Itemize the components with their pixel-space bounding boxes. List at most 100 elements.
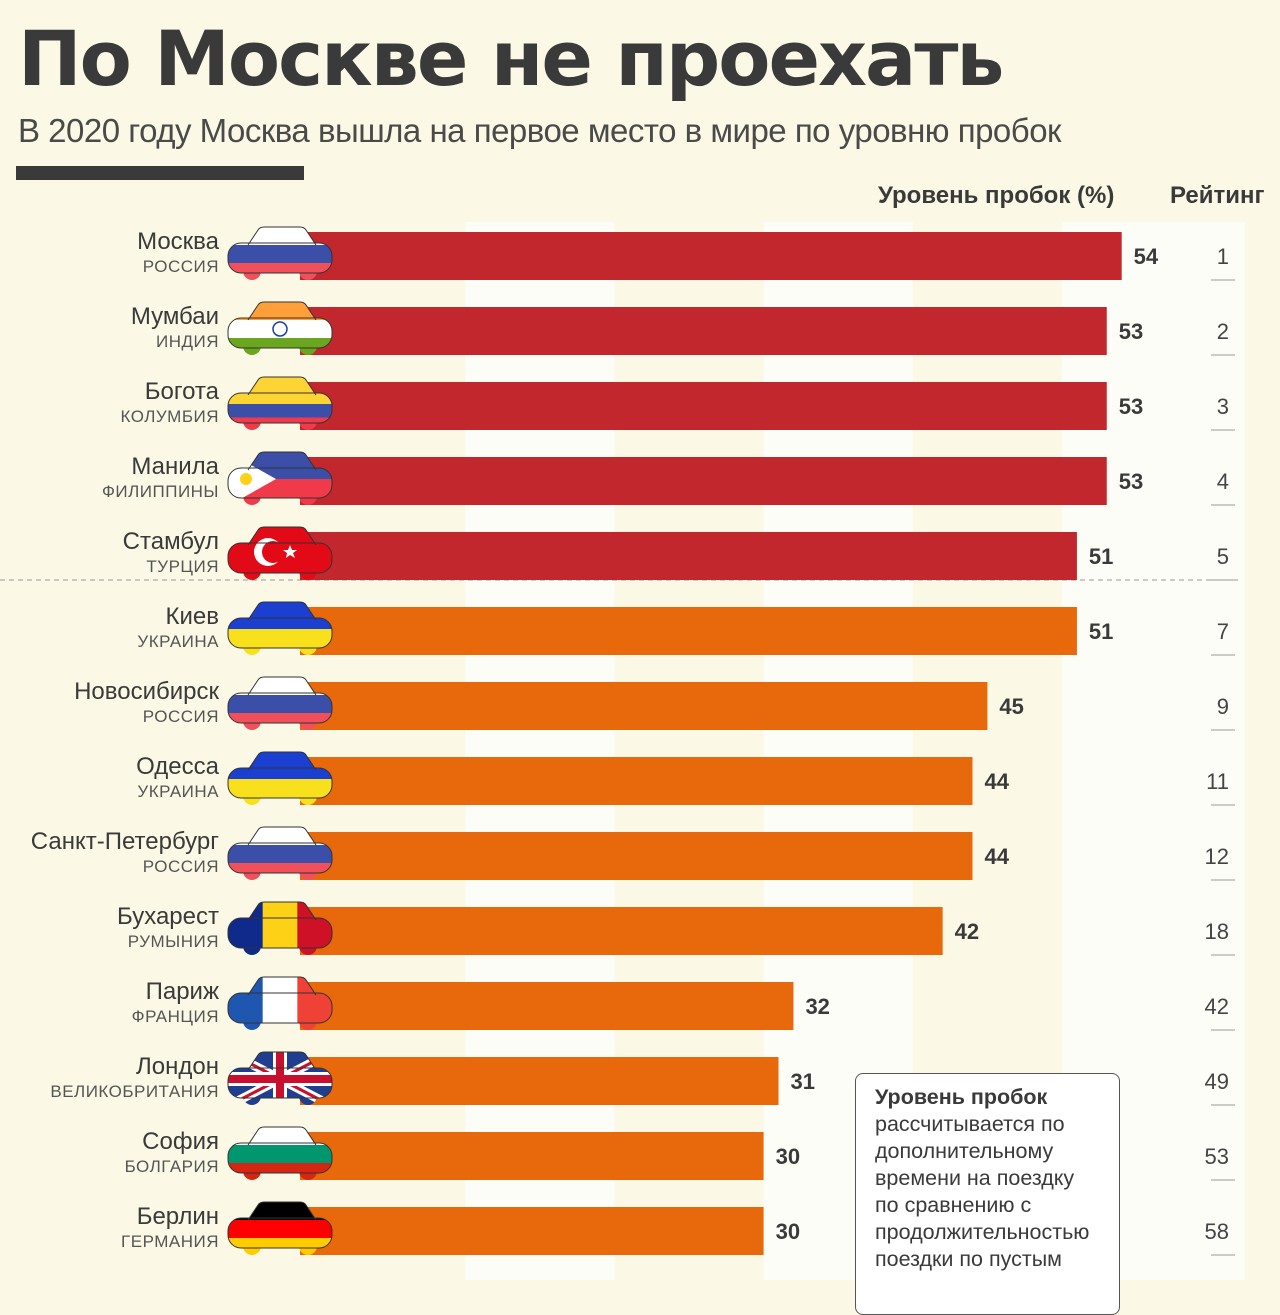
value-label: 53 bbox=[1119, 394, 1143, 419]
note-line: рассчитывается по bbox=[875, 1112, 1065, 1136]
car-outline bbox=[247, 451, 317, 471]
city-label: Париж bbox=[146, 978, 219, 1005]
city-label: София bbox=[142, 1128, 219, 1155]
city-label: Новосибирск bbox=[74, 678, 219, 705]
country-label: РОССИЯ bbox=[143, 257, 219, 276]
car-outline bbox=[227, 317, 333, 349]
country-label: ФИЛИППИНЫ bbox=[102, 482, 219, 501]
rank-label: 49 bbox=[1205, 1069, 1229, 1094]
country-label: КОЛУМБИЯ bbox=[120, 407, 219, 426]
value-label: 53 bbox=[1119, 469, 1143, 494]
title-underline bbox=[16, 166, 304, 180]
rank-label: 11 bbox=[1206, 769, 1229, 794]
rank-label: 42 bbox=[1205, 994, 1229, 1019]
car-outline bbox=[227, 542, 333, 574]
flag-stripe bbox=[262, 977, 298, 1030]
value-label: 53 bbox=[1119, 319, 1143, 344]
flag-stripe bbox=[262, 902, 298, 955]
rank-label: 58 bbox=[1205, 1219, 1229, 1244]
union-cross-red bbox=[228, 1052, 332, 1105]
bar bbox=[300, 682, 988, 730]
flag-stripe bbox=[228, 1163, 332, 1180]
car-outline bbox=[227, 1067, 333, 1099]
bar bbox=[300, 907, 943, 955]
car-outline bbox=[227, 917, 333, 949]
car-outline bbox=[247, 376, 317, 396]
flag-stripe bbox=[228, 404, 332, 418]
value-label: 54 bbox=[1134, 244, 1159, 269]
city-label: Манила bbox=[131, 453, 219, 480]
country-label: ВЕЛИКОБРИТАНИЯ bbox=[50, 1082, 219, 1101]
bar bbox=[300, 607, 1077, 655]
value-label: 42 bbox=[955, 919, 979, 944]
bar-row: 53 Мумбаи ИНДИЯ 2 bbox=[131, 301, 1235, 356]
city-label: Мумбаи bbox=[131, 303, 219, 330]
car-flag-icon bbox=[227, 901, 333, 955]
chakra-emblem bbox=[272, 321, 288, 337]
rating-band bbox=[1195, 222, 1245, 1280]
bar bbox=[300, 1057, 779, 1105]
flag-stripe bbox=[228, 245, 332, 264]
city-label: Богота bbox=[145, 378, 220, 405]
country-label: ТУРЦИЯ bbox=[146, 557, 219, 576]
rank-label: 3 bbox=[1217, 394, 1229, 419]
value-label: 44 bbox=[984, 844, 1009, 869]
country-label: УКРАИНА bbox=[137, 632, 219, 651]
car-outline bbox=[227, 692, 333, 724]
flag-stripe bbox=[228, 863, 332, 880]
city-label: Стамбул bbox=[123, 528, 219, 555]
bar-row: 44 Одесса УКРАИНА 11 bbox=[136, 751, 1235, 806]
value-label: 51 bbox=[1089, 619, 1113, 644]
rank-label: 12 bbox=[1205, 844, 1229, 869]
page-title: По Москве не проехать bbox=[18, 14, 1004, 103]
bar bbox=[300, 232, 1122, 280]
note-box: Уровень пробок рассчитывается по дополни… bbox=[855, 1073, 1120, 1315]
star-emblem bbox=[283, 545, 297, 558]
country-label: ГЕРМАНИЯ bbox=[121, 1232, 219, 1251]
country-label: РУМЫНИЯ bbox=[128, 932, 219, 951]
car-outline bbox=[227, 992, 333, 1024]
value-label: 44 bbox=[984, 769, 1009, 794]
bar-row: 30 Берлин ГЕРМАНИЯ 58 bbox=[121, 1201, 1235, 1256]
note-line: продолжительностью bbox=[875, 1220, 1090, 1244]
bar-row: 54 Москва РОССИЯ 1 bbox=[137, 226, 1235, 281]
rank-label: 18 bbox=[1205, 919, 1229, 944]
rank-label: 2 bbox=[1217, 319, 1229, 344]
car-outline bbox=[247, 976, 317, 996]
rank-label: 1 bbox=[1217, 244, 1229, 269]
bar bbox=[300, 832, 973, 880]
bar bbox=[300, 1132, 764, 1180]
car-outline bbox=[227, 842, 333, 874]
bar-row: 51 Стамбул ТУРЦИЯ 5 bbox=[123, 526, 1235, 581]
country-label: ФРАНЦИЯ bbox=[132, 1007, 219, 1026]
bar bbox=[300, 307, 1107, 355]
car-outline bbox=[227, 242, 333, 274]
country-label: БОЛГАРИЯ bbox=[125, 1157, 219, 1176]
rank-label: 7 bbox=[1217, 619, 1229, 644]
bar bbox=[300, 532, 1077, 580]
flag-stripe bbox=[228, 263, 332, 280]
car-outline bbox=[247, 1051, 317, 1071]
rank-label: 53 bbox=[1205, 1144, 1229, 1169]
country-label: УКРАИНА bbox=[137, 782, 219, 801]
rank-label: 5 bbox=[1217, 544, 1229, 569]
value-label: 30 bbox=[776, 1219, 800, 1244]
value-label: 31 bbox=[791, 1069, 815, 1094]
car-outline bbox=[247, 826, 317, 846]
car-outline bbox=[247, 1126, 317, 1146]
crescent-cut bbox=[262, 541, 284, 563]
city-label: Берлин bbox=[137, 1203, 219, 1230]
car-outline bbox=[227, 1142, 333, 1174]
bar bbox=[300, 757, 973, 805]
rank-label: 4 bbox=[1217, 469, 1229, 494]
car-outline bbox=[227, 1217, 333, 1249]
bar bbox=[300, 382, 1107, 430]
flag-stripe bbox=[228, 320, 332, 339]
city-label: Киев bbox=[166, 603, 219, 630]
sun-emblem bbox=[240, 473, 252, 485]
flag-stripe bbox=[228, 695, 332, 714]
note-line: по сравнению с bbox=[875, 1193, 1032, 1217]
flag bbox=[228, 1127, 332, 1180]
car-outline bbox=[227, 767, 333, 799]
